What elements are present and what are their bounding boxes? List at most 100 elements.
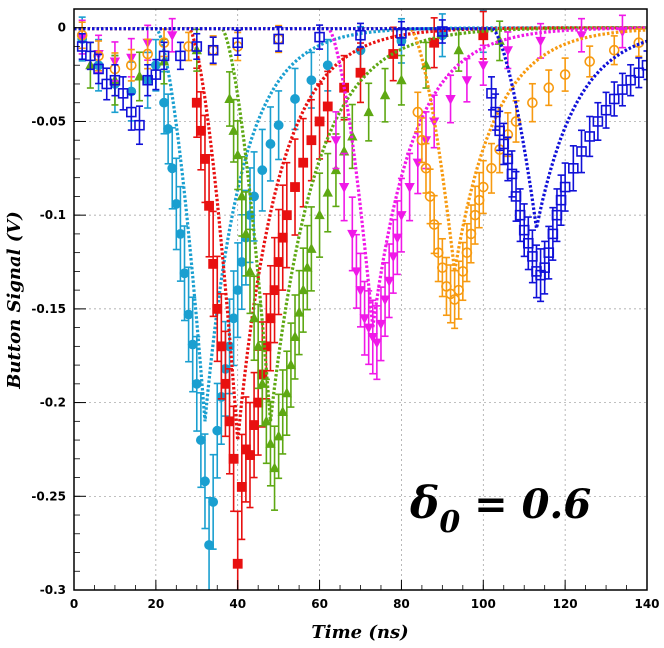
data-point [412, 106, 424, 118]
data-point [167, 31, 178, 42]
data-point [298, 157, 309, 168]
data-point [236, 257, 247, 267]
data-point [195, 435, 206, 445]
data-point [383, 276, 395, 287]
data-point [314, 31, 325, 43]
delta-value: = 0.6 [460, 481, 591, 528]
data-point [363, 106, 374, 117]
data-point [204, 540, 214, 550]
data-point [351, 267, 362, 278]
data-point [183, 41, 194, 52]
y-tick-label: -0.1 [40, 208, 66, 222]
data-point [392, 233, 403, 244]
data-point [396, 211, 407, 221]
data-point [584, 56, 596, 67]
data-point [510, 116, 522, 127]
data-point [379, 89, 391, 100]
data-point [379, 295, 391, 306]
data-point [445, 94, 456, 105]
y-axis-title: Button Signal (V) [4, 211, 25, 390]
data-point [281, 210, 292, 221]
data-point [208, 497, 219, 507]
data-point [338, 183, 350, 193]
data-point [224, 416, 235, 427]
data-point [158, 50, 170, 62]
data-point [277, 232, 288, 243]
axis-ticks: 0 20 40 60 80 100 120 140 0 -0.05 -0.1 -0.15 -0.2 -0.… [31, 21, 659, 611]
data-point [167, 163, 178, 174]
data-point [641, 59, 647, 71]
data-point [535, 36, 546, 47]
data-point [322, 60, 333, 71]
data-point [617, 84, 628, 95]
data-point [240, 228, 252, 238]
data-point [293, 306, 305, 317]
data-point [175, 50, 186, 62]
delta-symbol: δ [409, 478, 439, 529]
y-tick-label: -0.3 [40, 583, 66, 597]
data-point [375, 319, 387, 330]
data-point [306, 243, 317, 253]
delta-annotation: δ0 = 0.6 [409, 478, 591, 540]
data-point [142, 74, 153, 86]
data-point [486, 163, 497, 174]
data-point [289, 331, 301, 341]
data-point [212, 303, 223, 314]
series-6 [74, 19, 647, 303]
data-point [584, 131, 596, 142]
data-point [248, 312, 260, 323]
data-point [200, 154, 210, 164]
data-point [322, 186, 333, 197]
data-point [163, 124, 174, 134]
data-point [592, 116, 604, 127]
data-point [216, 341, 227, 352]
data-point [183, 309, 194, 320]
data-point [236, 190, 247, 201]
data-point [191, 97, 202, 108]
x-tick-label: 20 [148, 597, 165, 611]
data-point [625, 74, 636, 86]
data-point [93, 63, 104, 75]
data-point [265, 438, 276, 448]
data-point [502, 46, 514, 57]
data-point [273, 257, 284, 267]
x-axis-title: Time (ns) [311, 622, 408, 643]
data-point [388, 252, 399, 263]
y-tick-label: -0.15 [31, 302, 66, 316]
x-tick-label: 140 [634, 597, 659, 611]
x-tick-label: 100 [471, 597, 496, 611]
data-point [290, 182, 300, 192]
data-point [453, 44, 464, 55]
data-point [367, 332, 378, 343]
data-point [302, 261, 313, 272]
data-point [478, 61, 489, 72]
data-point [633, 67, 645, 79]
data-point [559, 69, 571, 80]
data-point [232, 37, 244, 49]
data-point [207, 44, 219, 56]
data-point [355, 67, 366, 78]
data-point [269, 285, 280, 296]
data-point [159, 97, 169, 108]
data-point [249, 420, 259, 430]
data-point [232, 285, 243, 296]
data-point [568, 163, 579, 174]
data-point [314, 209, 325, 220]
data-point [236, 482, 247, 492]
data-point [109, 74, 121, 86]
data-point [244, 265, 256, 276]
data-point [355, 29, 366, 41]
data-point [208, 258, 219, 269]
data-point [200, 476, 210, 487]
data-point [212, 425, 223, 436]
data-point [228, 313, 239, 324]
data-point [171, 199, 182, 209]
data-point [559, 181, 571, 193]
data-point [527, 97, 538, 109]
x-tick-label: 60 [311, 597, 328, 611]
data-point [608, 44, 620, 56]
data-point [175, 229, 186, 239]
data-point [285, 359, 297, 370]
data-point [273, 33, 284, 45]
data-point [461, 76, 473, 87]
